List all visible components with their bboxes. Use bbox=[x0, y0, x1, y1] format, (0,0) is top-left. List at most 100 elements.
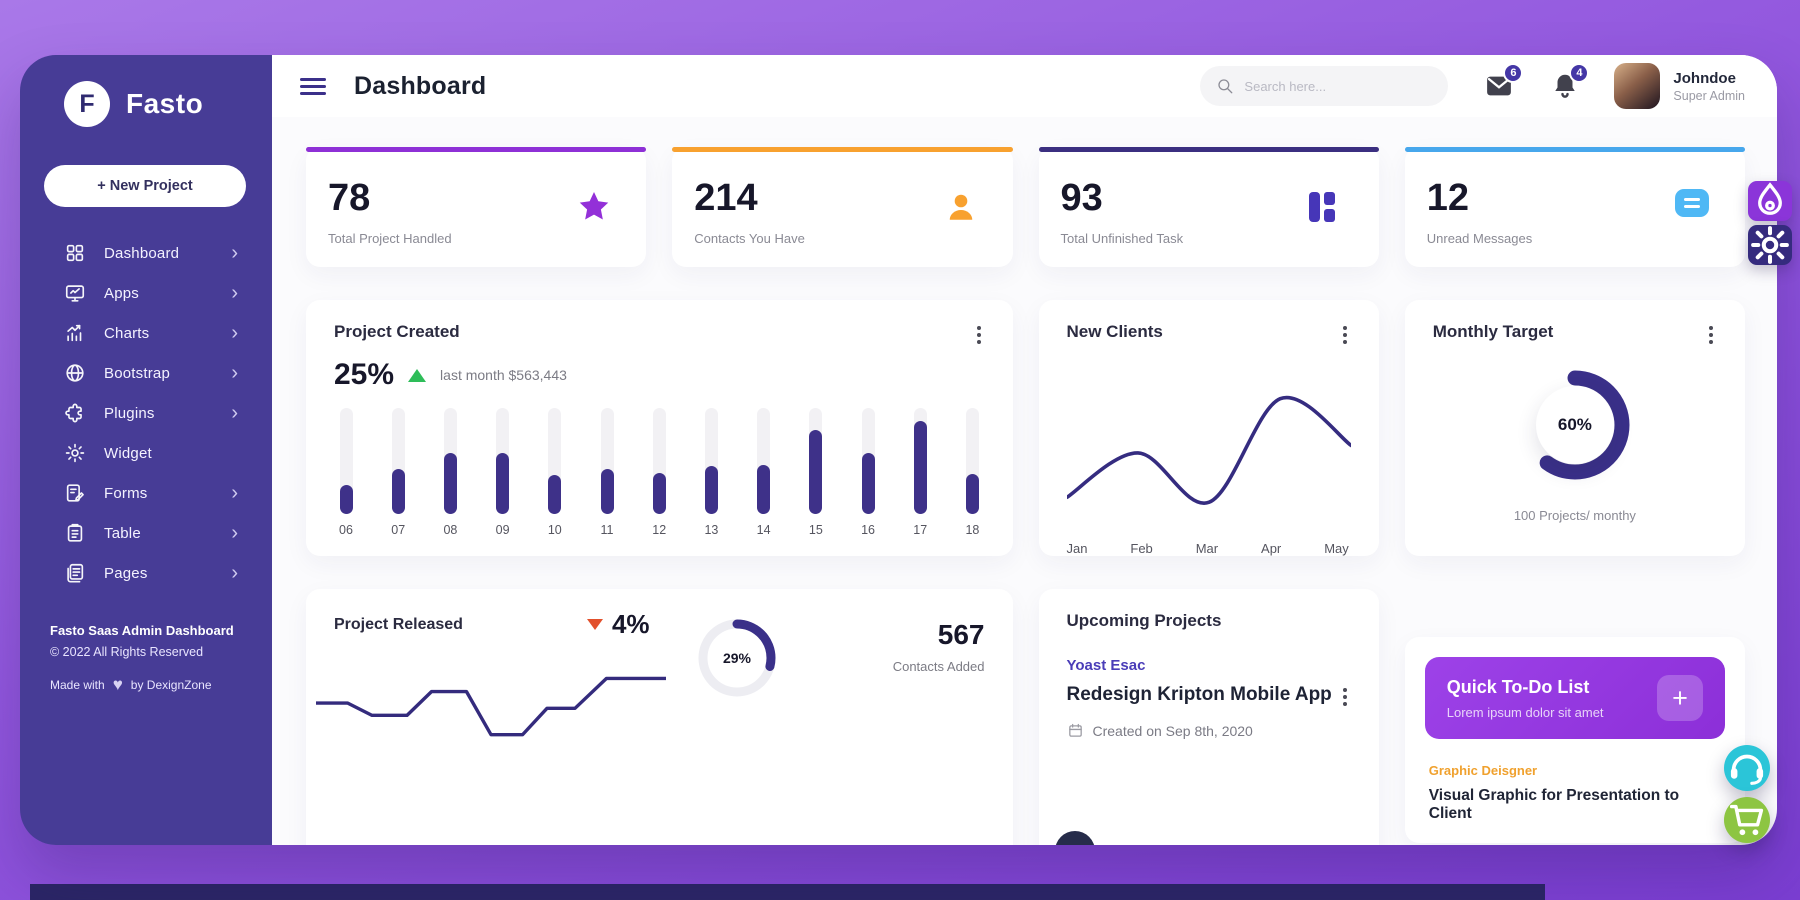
messages-button[interactable]: 6 bbox=[1484, 63, 1524, 101]
background-bottom-bar bbox=[30, 884, 1545, 900]
todo-panel: Quick To-Do List Lorem ipsum dolor sit a… bbox=[1404, 637, 1745, 843]
project-created-card: Project Created 25% last month $563,443 … bbox=[306, 300, 1013, 556]
sidebar-nav: Dashboard › Apps › Charts › Bootstrap › … bbox=[20, 233, 272, 593]
contacts-added-value: 567 bbox=[937, 619, 985, 650]
triangle-down-icon bbox=[586, 619, 603, 630]
credit-author[interactable]: by DexignZone bbox=[130, 678, 212, 692]
bar-column: 18 bbox=[964, 408, 980, 537]
todo-column: Quick To-Do List Lorem ipsum dolor sit a… bbox=[1404, 589, 1745, 845]
person-icon bbox=[943, 189, 979, 225]
bar-column: 08 bbox=[442, 408, 458, 537]
avatar[interactable] bbox=[1614, 63, 1661, 109]
kebab-menu-icon[interactable] bbox=[1339, 322, 1351, 348]
brand-logo[interactable]: F Fasto bbox=[20, 81, 272, 127]
bar-column: 06 bbox=[338, 408, 354, 537]
theme-droplet-button[interactable] bbox=[1748, 181, 1792, 221]
accent-bar bbox=[1404, 147, 1745, 152]
gear-icon bbox=[64, 442, 86, 464]
add-todo-button[interactable]: + bbox=[1657, 675, 1703, 721]
support-button[interactable] bbox=[1724, 745, 1770, 791]
footer-app-name: Fasto Saas Admin Dashboard bbox=[50, 623, 234, 638]
contacts-added-label: Contacts Added bbox=[892, 659, 985, 674]
sidebar-item-widget[interactable]: Widget bbox=[20, 433, 272, 473]
released-percent: 4% bbox=[611, 609, 650, 639]
footer-credit: Made with ♥ by DexignZone bbox=[50, 675, 242, 695]
chevron-right-icon: › bbox=[231, 242, 238, 264]
stat-card-contacts: 214 Contacts You Have bbox=[672, 147, 1013, 267]
settings-gear-button[interactable] bbox=[1748, 225, 1792, 265]
donut-caption: 100 Projects/ monthy bbox=[1513, 508, 1636, 523]
puzzle-icon bbox=[64, 402, 86, 424]
kebab-menu-icon[interactable] bbox=[1705, 322, 1717, 348]
apps-monitor-icon bbox=[64, 282, 86, 304]
notifications-badge: 4 bbox=[1569, 63, 1590, 83]
bar-column: 11 bbox=[599, 408, 615, 537]
sidebar-item-charts[interactable]: Charts › bbox=[20, 313, 272, 353]
dashboard-grid-icon bbox=[64, 242, 86, 264]
x-axis-tick: Feb bbox=[1130, 541, 1153, 556]
sidebar-item-pages[interactable]: Pages › bbox=[20, 553, 272, 593]
messages-badge: 6 bbox=[1503, 63, 1524, 83]
sidebar-item-plugins[interactable]: Plugins › bbox=[20, 393, 272, 433]
sidebar-item-bootstrap[interactable]: Bootstrap › bbox=[20, 353, 272, 393]
stat-value: 93 bbox=[1060, 177, 1103, 219]
stat-card-tasks: 93 Total Unfinished Task bbox=[1038, 147, 1379, 267]
sidebar-item-dashboard[interactable]: Dashboard › bbox=[20, 233, 272, 273]
chevron-right-icon: › bbox=[231, 482, 238, 504]
chevron-right-icon: › bbox=[231, 562, 238, 584]
sidebar-item-forms[interactable]: Forms › bbox=[20, 473, 272, 513]
kebab-menu-icon[interactable] bbox=[1339, 684, 1351, 710]
monthly-target-donut: 60% bbox=[1514, 364, 1636, 486]
stat-label: Total Unfinished Task bbox=[1060, 231, 1184, 246]
star-icon bbox=[576, 189, 612, 225]
stat-card-messages: 12 Unread Messages bbox=[1404, 147, 1745, 267]
task-item[interactable]: Graphic Deisgner Visual Graphic for Pres… bbox=[1425, 763, 1725, 823]
todo-title: Quick To-Do List bbox=[1446, 676, 1590, 697]
app-window: F Fasto + New Project Dashboard › Apps ›… bbox=[20, 55, 1777, 845]
content-area: Dashboard 6 4 Johndoe Super Admin bbox=[272, 55, 1777, 845]
kebab-menu-icon[interactable] bbox=[973, 322, 985, 348]
chevron-right-icon: › bbox=[231, 282, 238, 304]
new-clients-line-chart bbox=[1067, 360, 1351, 527]
globe-icon bbox=[64, 362, 86, 384]
user-name: Johndoe bbox=[1673, 69, 1736, 87]
user-menu[interactable]: Johndoe Super Admin bbox=[1614, 63, 1745, 109]
cart-button[interactable] bbox=[1724, 797, 1770, 843]
x-axis-tick: Jan bbox=[1066, 541, 1088, 556]
project-released-line-chart bbox=[316, 641, 666, 751]
donut-percent: 29% bbox=[722, 650, 752, 666]
quick-todo-card: Quick To-Do List Lorem ipsum dolor sit a… bbox=[1424, 657, 1725, 739]
created-date: Created on Sep 8th, 2020 bbox=[1092, 722, 1253, 739]
project-client[interactable]: Yoast Esac bbox=[1066, 657, 1146, 674]
stat-label: Contacts You Have bbox=[694, 231, 805, 246]
heart-icon: ♥ bbox=[112, 675, 123, 694]
bar-column: 10 bbox=[547, 408, 563, 537]
chat-bubble-icon bbox=[1675, 189, 1711, 225]
upcoming-projects-card: Upcoming Projects Yoast Esac Redesign Kr… bbox=[1038, 589, 1379, 845]
charts-icon bbox=[64, 322, 86, 344]
search-bar[interactable] bbox=[1200, 66, 1449, 106]
card-title: New Clients bbox=[1066, 322, 1163, 341]
notifications-button[interactable]: 4 bbox=[1550, 63, 1590, 101]
todo-subtitle: Lorem ipsum dolor sit amet bbox=[1446, 704, 1604, 720]
new-clients-card: New Clients Jan Feb Mar Apr May bbox=[1038, 300, 1379, 556]
search-input[interactable] bbox=[1244, 78, 1433, 94]
monthly-target-card: Monthly Target 60% 100 Projects/ monthy bbox=[1404, 300, 1745, 556]
dashboard-main: 78 Total Project Handled 214 Contacts Yo… bbox=[272, 117, 1777, 845]
chevron-right-icon: › bbox=[231, 362, 238, 384]
bar-column: 07 bbox=[390, 408, 406, 537]
sidebar-item-apps[interactable]: Apps › bbox=[20, 273, 272, 313]
project-created-bar-chart: 06 07 08 09 10 11 12 13 14 15 16 17 18 bbox=[334, 408, 985, 537]
project-name[interactable]: Redesign Kripton Mobile App bbox=[1066, 684, 1332, 705]
triangle-up-icon bbox=[408, 368, 427, 382]
stat-card-projects: 78 Total Project Handled bbox=[306, 147, 647, 267]
new-project-button[interactable]: + New Project bbox=[44, 165, 246, 207]
accent-bar bbox=[1038, 147, 1379, 152]
footer-copyright: © 2022 All Rights Reserved bbox=[50, 645, 204, 659]
envelope-icon bbox=[1484, 71, 1514, 101]
sidebar: F Fasto + New Project Dashboard › Apps ›… bbox=[20, 55, 272, 845]
sidebar-item-table[interactable]: Table › bbox=[20, 513, 272, 553]
clipboard-icon bbox=[64, 522, 86, 544]
x-axis-tick: Mar bbox=[1195, 541, 1219, 556]
hamburger-menu-icon[interactable] bbox=[300, 77, 326, 95]
